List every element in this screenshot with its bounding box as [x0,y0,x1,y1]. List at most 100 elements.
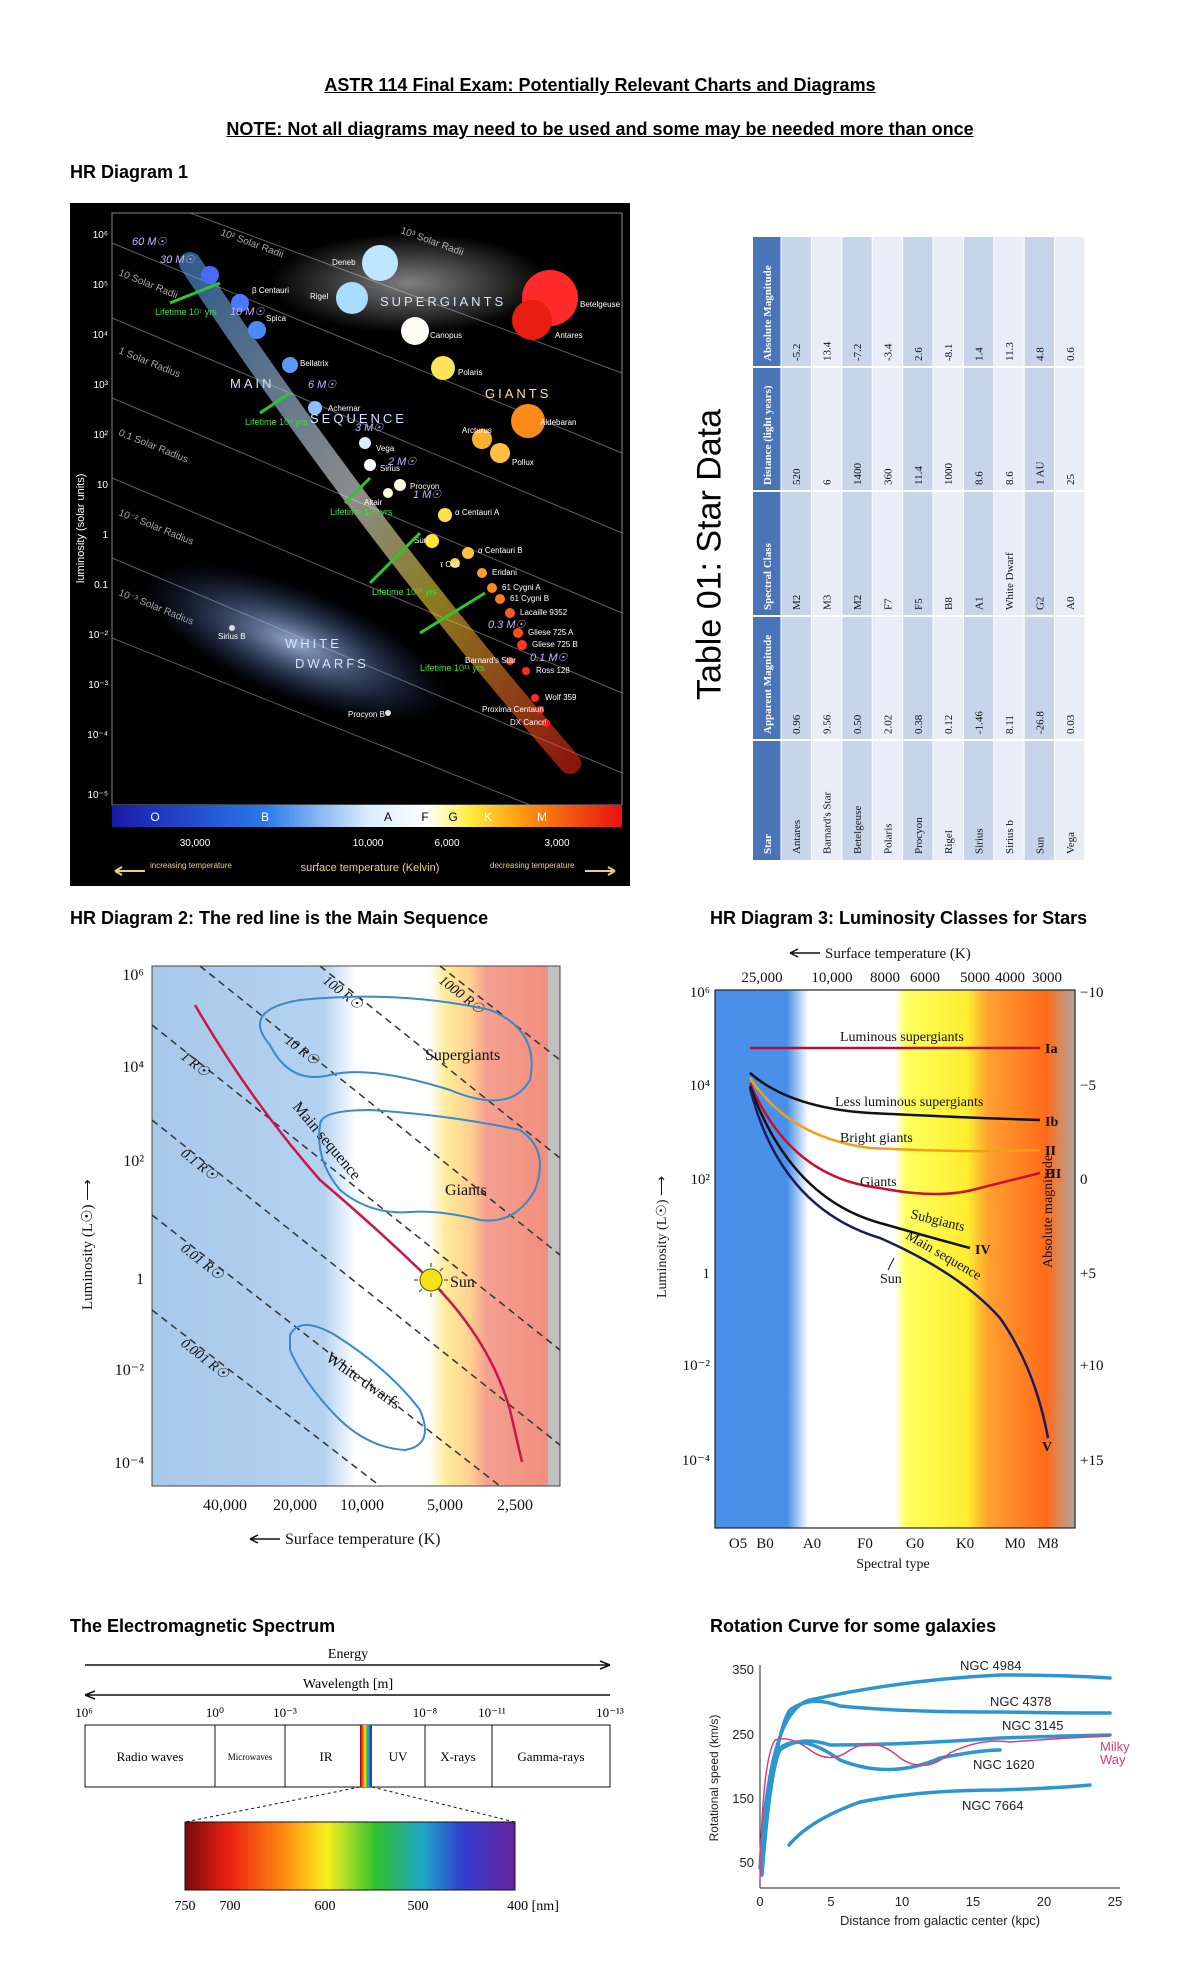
hr3-frame [714,989,1076,1529]
hr1-spectral-bar [112,805,622,827]
table-cell: Polaris [882,823,894,854]
em-tick: 10⁶ [75,1705,93,1720]
star-label: Bellatrix [300,359,328,368]
star-data-table: Star Apparent Magnitude Spectral Class Dist… [753,236,1085,860]
curve-ngc-3145 [760,1733,1112,1877]
rot-ylabel: Rotational speed (km/s) [707,1715,721,1842]
table-cell: Procyon [913,817,925,854]
hr1-mass-labels: 60 M☉ 30 M☉ 10 M☉ 6 M☉ 3 M☉ 2 M☉ 1 M☉ 0.… [132,236,569,664]
hr1-y-tick: 10⁻² [88,630,108,641]
star-label: Proxima Centauri [482,705,544,714]
table-row [993,236,1025,860]
table-header-column [753,236,781,860]
em-heading: The Electromagnetic Spectrum [70,1616,336,1636]
hr1-lifetime-label: Lifetime 10¹⁰ yrs [372,587,438,597]
table-cell: -1.46 [974,711,986,734]
table-cell: Barnard's Star [822,792,834,854]
hr3-class-label: Ia [1045,1042,1057,1057]
hr1-region-label: SEQUENCE [310,411,407,426]
hr2-x-arrow [249,1534,280,1544]
table-cell: Betelgeuse [852,806,864,854]
hr3-right-tick: +15 [1080,1453,1103,1469]
star-vega [359,437,371,449]
hr3-curve-ii [748,1077,1041,1153]
hr3-top-arrow [789,948,820,958]
hr2-x-tick: 10,000 [340,1497,384,1514]
star-proxima [536,706,544,714]
hr1-left-arrow [114,866,145,876]
hr2-y-tick: 1 [136,1271,144,1288]
star-pollux [490,443,510,463]
hr1-class-label: O [150,810,159,824]
star-label: Procyon [410,482,439,491]
hr1-y-tick: 10³ [94,380,109,391]
hr1-mass-label: 0.1 M☉ [530,652,569,664]
hr-diagram-2: 1000 R☉ 100 R☉ 10 R☉ 1 R☉ 0.1 R☉ 0.01 R☉… [80,965,561,1548]
star-61-cygni-b [495,594,505,604]
sun-icon [419,1268,443,1292]
star-spica [248,321,266,339]
rot-x-tick: 5 [827,1894,834,1909]
rot-galaxy-labels: NGC 4984 NGC 4378 NGC 3145 NGC 1620 NGC … [960,1658,1130,1813]
hr1-x-tick: 10,000 [353,838,384,849]
hr1-y-tick: 10⁵ [93,280,108,291]
table-caption: Table 01: Star Data [690,408,729,701]
hr3-top-ticks: 25,000 10,000 8000 6000 5000 4000 3000 [741,970,1062,986]
hr2-y-tick: 10⁶ [122,967,144,984]
table-cell: 1400 [852,463,864,486]
hr1-mass-label: 3 M☉ [355,422,384,434]
curve-ngc-7664 [787,1783,1092,1847]
table-header-cell: Distance (light years) [762,385,774,485]
hr3-curve-label: Sun [880,1272,902,1287]
table-cell: Vega [1065,832,1077,854]
hr1-white-dwarf-region [145,564,445,722]
hr-diagram-3: Surface temperature (K) 25,000 10,000 80… [655,946,1103,1572]
table-cell: -7.2 [852,344,864,361]
star-barnards [506,657,514,665]
table-cell: 0.6 [1065,347,1077,361]
rot-x-tick: 10 [895,1894,909,1909]
page-title: ASTR 114 Final Exam: Potentially Relevan… [324,75,876,95]
star-gliese-725b [517,640,527,650]
table-cell: 0.03 [1065,714,1077,734]
star-aldebaran [511,404,545,438]
hr1-class-label: M [537,810,547,824]
table-row [811,236,842,860]
hr3-y-tick: 10⁻⁴ [682,1453,710,1469]
hr2-x-ticks: 40,000 20,000 10,000 5,000 2,500 [203,1497,533,1514]
table-cell: 2.02 [882,715,894,734]
star-label: Gliese 725 B [532,640,578,649]
hr1-mass-label: 60 M☉ [132,236,167,248]
hr2-frame [151,965,561,1487]
em-nm-tick: 700 [220,1899,241,1914]
star-table-grid: Star Apparent Magnitude Spectral Class Dist… [753,236,1085,860]
em-band-label: IR [320,1749,333,1764]
hr1-right-arrow [585,866,616,876]
rot-galaxy-label: NGC 4984 [960,1658,1021,1673]
star-sun [425,534,439,548]
hr3-right-tick: +5 [1080,1266,1096,1282]
hr3-sun-pointer [887,1257,895,1271]
hr2-edge-strip [548,966,560,1486]
star-label: Gliese 725 A [528,628,574,637]
em-ticks: 10⁶ 10⁰ 10⁻³ 10⁻⁸ 10⁻¹¹ 10⁻¹³ [75,1705,624,1720]
hr3-y-tick: 10² [691,1172,711,1188]
star-label: Altair [364,498,383,507]
rot-galaxy-label: Milky [1100,1739,1130,1754]
hr3-curve-label: Giants [860,1175,897,1190]
star-label: α Centauri A [455,508,500,517]
hr2-heading: HR Diagram 2: The red line is the Main S… [70,908,489,928]
table-row [841,236,873,860]
star-label: 61 Cygni A [502,583,541,592]
table-cell: 8.6 [1004,471,1016,485]
table-cell: White Dwarf [1004,552,1016,610]
star-bellatrix [282,357,298,373]
table-cell: 4.8 [1034,347,1046,361]
rotation-curve-chart: 350 250 150 50 0 5 10 15 20 25 Distance … [707,1658,1130,1928]
table-caption-box: Table 01: Star Data [680,390,740,720]
rot-x-tick: 20 [1037,1894,1051,1909]
curve-ngc-1620 [758,1740,1002,1870]
em-nm-tick: 400 [nm] [507,1899,559,1914]
table-cell: 1.4 [974,347,986,361]
table-row [872,236,903,860]
